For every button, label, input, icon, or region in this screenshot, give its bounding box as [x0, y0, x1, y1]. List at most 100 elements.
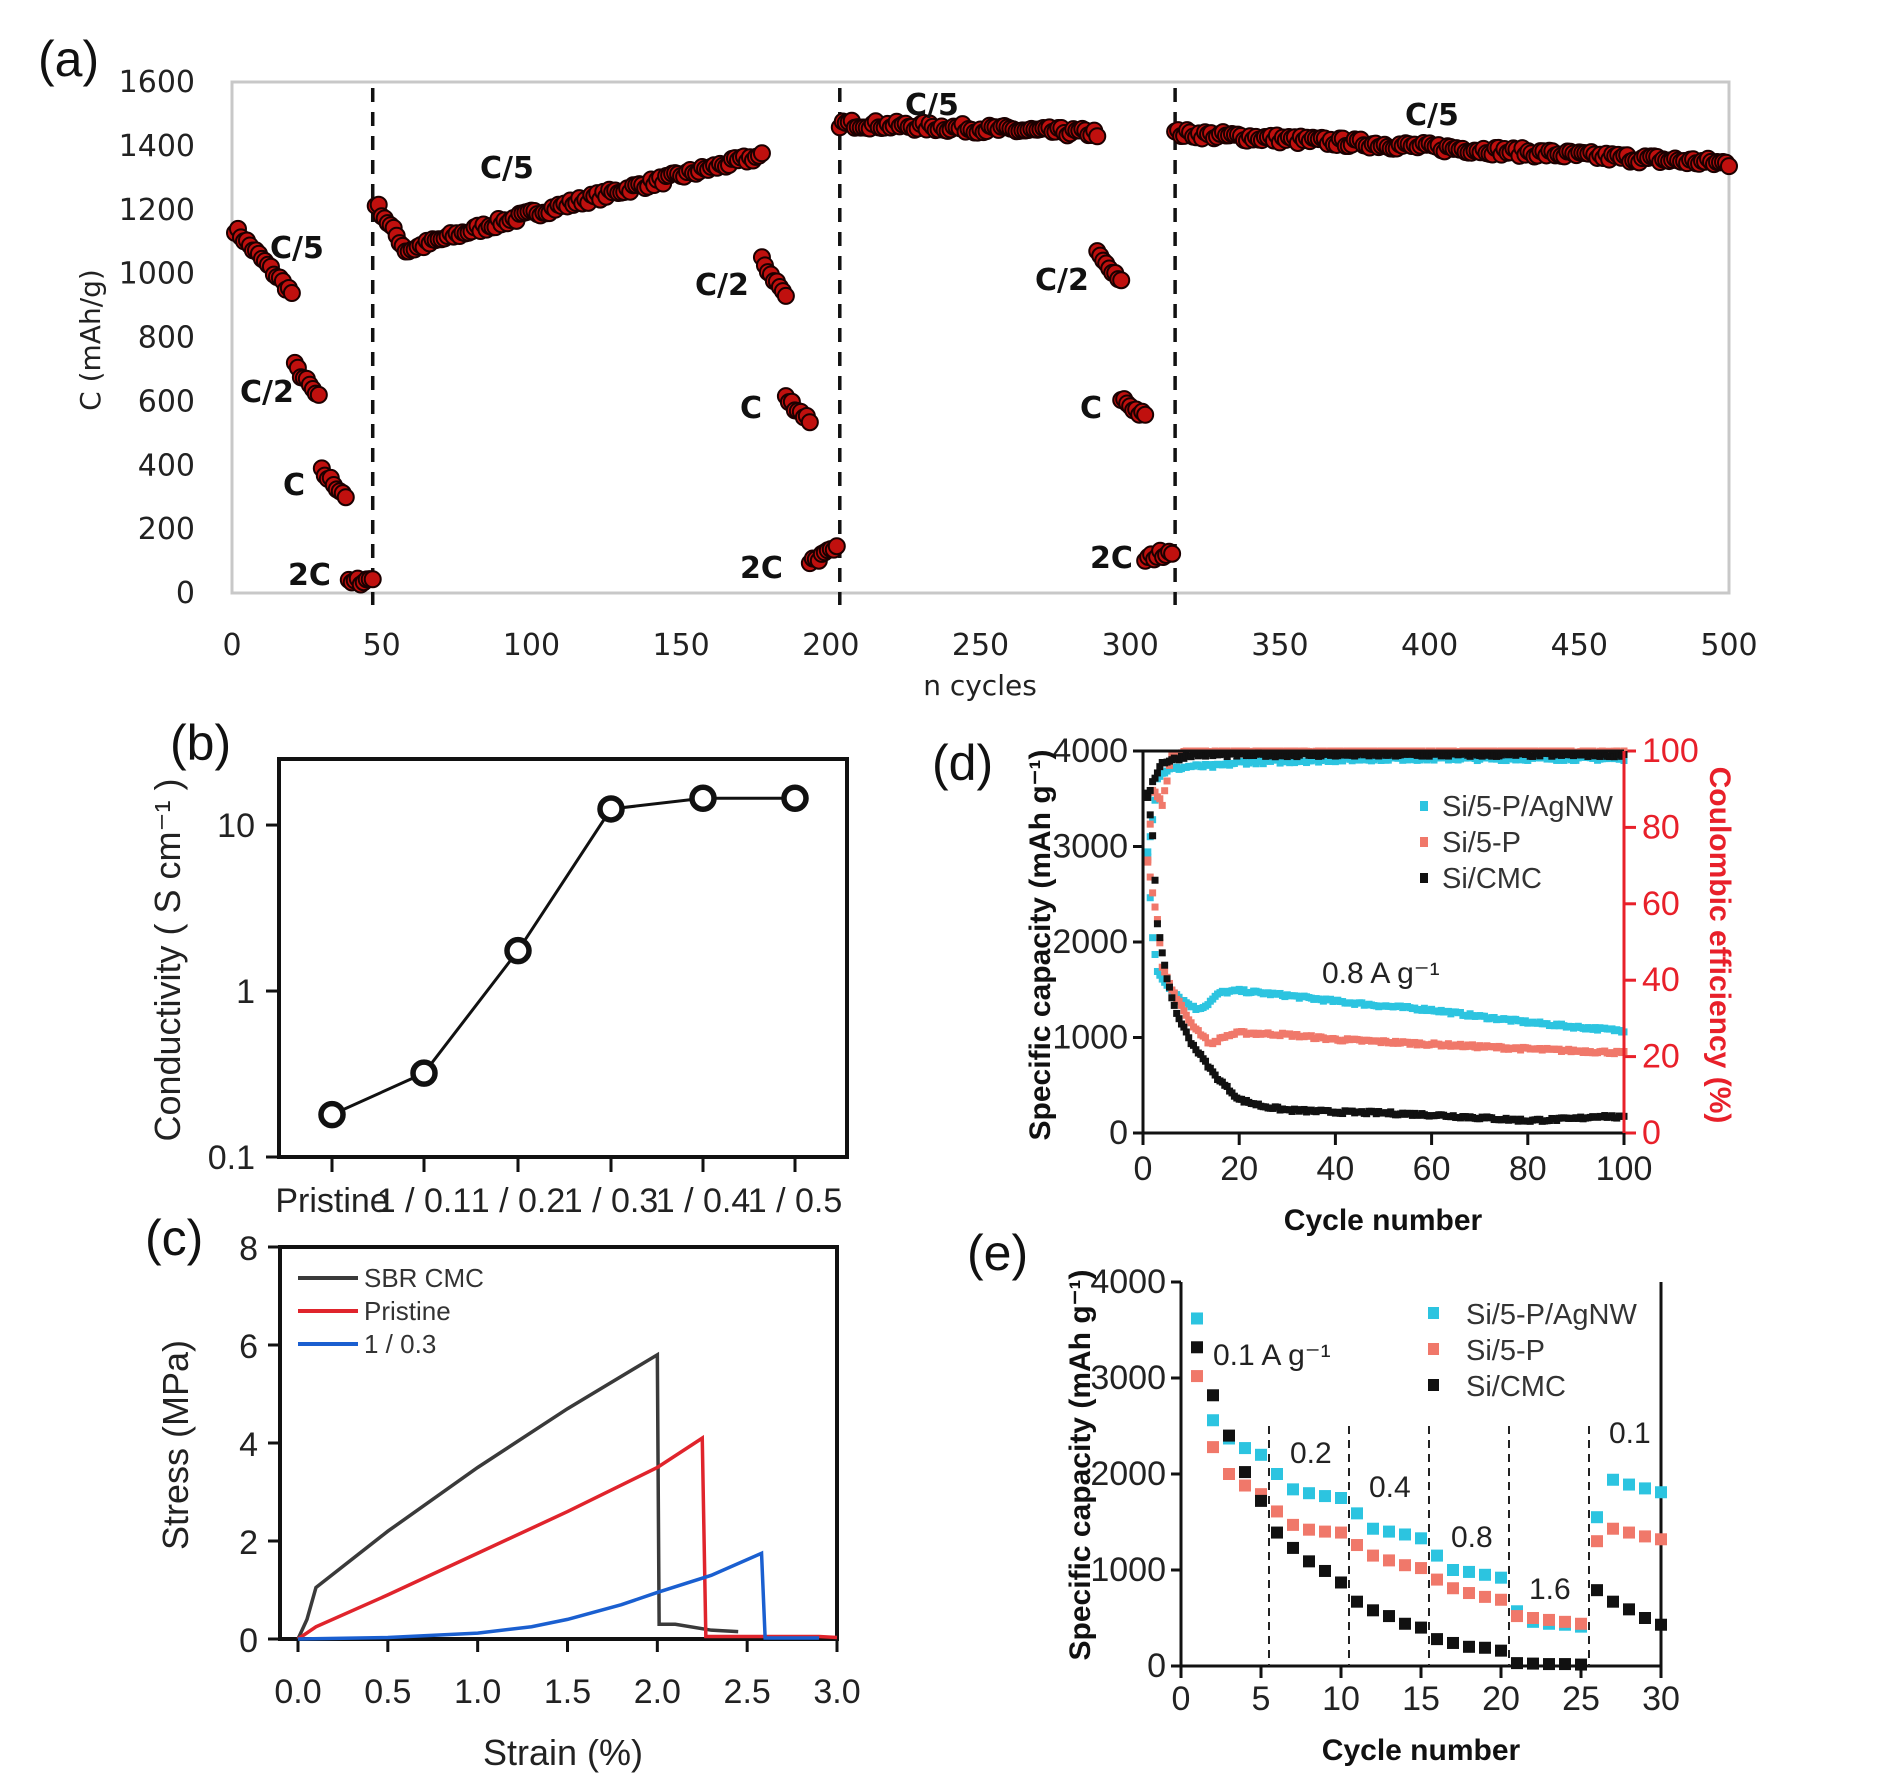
data-point [1639, 1482, 1651, 1495]
legend-label: Si/5-P [1466, 1335, 1545, 1367]
data-point [1655, 1618, 1667, 1631]
y-tick-label: 200 [138, 512, 195, 547]
x-tick-label: 1 / 0.5 [748, 1182, 843, 1220]
data-point [1607, 1473, 1619, 1486]
x-tick-label: 1 / 0.4 [656, 1182, 751, 1220]
data-point [1511, 1657, 1523, 1670]
series-line [296, 1351, 739, 1640]
capacity-point [1180, 1007, 1188, 1015]
y2-tick-label: 40 [1642, 961, 1680, 999]
data-point [1623, 1603, 1635, 1616]
y-axis-label: C (mAh/g) [74, 269, 107, 411]
capacity-point [1163, 975, 1171, 983]
legend-label: Si/5-P/AgNW [1442, 791, 1613, 823]
data-point [282, 284, 301, 303]
data-point [1319, 1490, 1331, 1503]
x-tick-label: 10 [1322, 1680, 1360, 1718]
capacity-point [1182, 1028, 1190, 1036]
x-tick-label: 350 [1251, 628, 1308, 663]
capacity-point [1161, 961, 1169, 969]
data-point [1479, 1641, 1491, 1654]
capacity-point [1156, 934, 1164, 942]
capacity-point [1170, 989, 1178, 997]
capacity-point [1185, 1034, 1193, 1042]
x-tick-label: 0.0 [274, 1673, 321, 1711]
y-tick-label: 0 [1109, 1114, 1128, 1152]
data-point [1207, 1389, 1219, 1402]
rate-label: 0.1 [1609, 1417, 1651, 1450]
capacity-point [1156, 971, 1164, 979]
y-tick-label: 1000 [1052, 1019, 1128, 1057]
rate-annotation: C/5 [905, 88, 959, 123]
y-tick-label: 1200 [119, 193, 195, 228]
data-point [1207, 1441, 1219, 1454]
capacity-point [1182, 1011, 1190, 1019]
data-point [1495, 1571, 1507, 1584]
data-point [1447, 1582, 1459, 1595]
data-point [1239, 1442, 1251, 1455]
rate-annotation: C/5 [480, 151, 534, 186]
rate-annotation: C [1080, 391, 1102, 426]
data-point [336, 488, 355, 507]
data-point [1383, 1610, 1395, 1623]
capacity-point [1202, 1034, 1210, 1042]
capacity-point [1146, 894, 1154, 902]
data-point [1559, 1615, 1571, 1628]
y-tick-label: 400 [138, 448, 195, 483]
y-tick-label: 1 [236, 973, 255, 1011]
data-point [1479, 1590, 1491, 1603]
data-point [1591, 1584, 1603, 1597]
x-tick-label: Pristine [275, 1182, 388, 1220]
x-axis-label: n cycles [923, 669, 1037, 702]
legend-swatch [1420, 801, 1428, 811]
rate-annotation: C [740, 391, 762, 426]
efficiency-point [1151, 788, 1159, 796]
x-tick-label: 200 [802, 628, 859, 663]
capacity-point [1153, 916, 1161, 924]
data-point [1623, 1478, 1635, 1491]
x-tick-label: 20 [1482, 1680, 1520, 1718]
data-point [1639, 1612, 1651, 1624]
plot-frame [277, 757, 849, 1159]
x-tick-label: 400 [1401, 628, 1458, 663]
x-tick-label: 100 [1596, 1150, 1653, 1188]
data-point [1255, 1494, 1267, 1507]
y-tick-label: 2000 [1090, 1455, 1166, 1493]
data-point [1447, 1636, 1459, 1649]
rate-annotation: C/2 [695, 268, 749, 303]
y-tick-label: 1000 [119, 257, 195, 292]
data-point [1463, 1640, 1475, 1653]
data-point [1271, 1526, 1283, 1539]
legend-label: 1 / 0.3 [364, 1329, 436, 1359]
capacity-point [1165, 979, 1173, 987]
capacity-point [1202, 1057, 1210, 1065]
efficiency-point [1144, 856, 1152, 864]
y-tick-label: 0 [176, 576, 195, 611]
data-point [1088, 127, 1107, 146]
data-point [1191, 1312, 1203, 1325]
data-point [1271, 1505, 1283, 1518]
capacity-point [1165, 983, 1173, 991]
x-tick-label: 0.5 [364, 1673, 411, 1711]
data-point [504, 936, 532, 965]
y-axis-label: Conductivity ( S cm⁻¹ ) [147, 778, 188, 1141]
x-tick-label: 0 [1134, 1150, 1153, 1188]
data-point [1207, 1414, 1219, 1427]
capacity-point [1146, 873, 1154, 881]
rate-annotation: C [283, 468, 305, 503]
efficiency-point [1175, 756, 1183, 764]
data-point [1367, 1549, 1379, 1562]
x-tick-label: 1.0 [454, 1673, 501, 1711]
legend-swatch [1428, 1379, 1439, 1391]
legend-label: Pristine [364, 1296, 451, 1326]
data-point [1607, 1595, 1619, 1608]
x-tick-label: 60 [1413, 1150, 1451, 1188]
data-point [1527, 1657, 1539, 1670]
x-tick-label: 40 [1316, 1150, 1354, 1188]
data-point [689, 784, 717, 813]
data-point [1431, 1573, 1443, 1586]
data-point [1223, 1468, 1235, 1480]
data-point [1351, 1595, 1363, 1608]
capacity-point [1151, 876, 1159, 884]
data-point [1383, 1525, 1395, 1538]
